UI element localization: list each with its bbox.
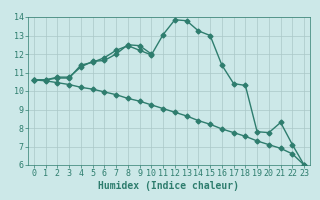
X-axis label: Humidex (Indice chaleur): Humidex (Indice chaleur)	[99, 181, 239, 191]
